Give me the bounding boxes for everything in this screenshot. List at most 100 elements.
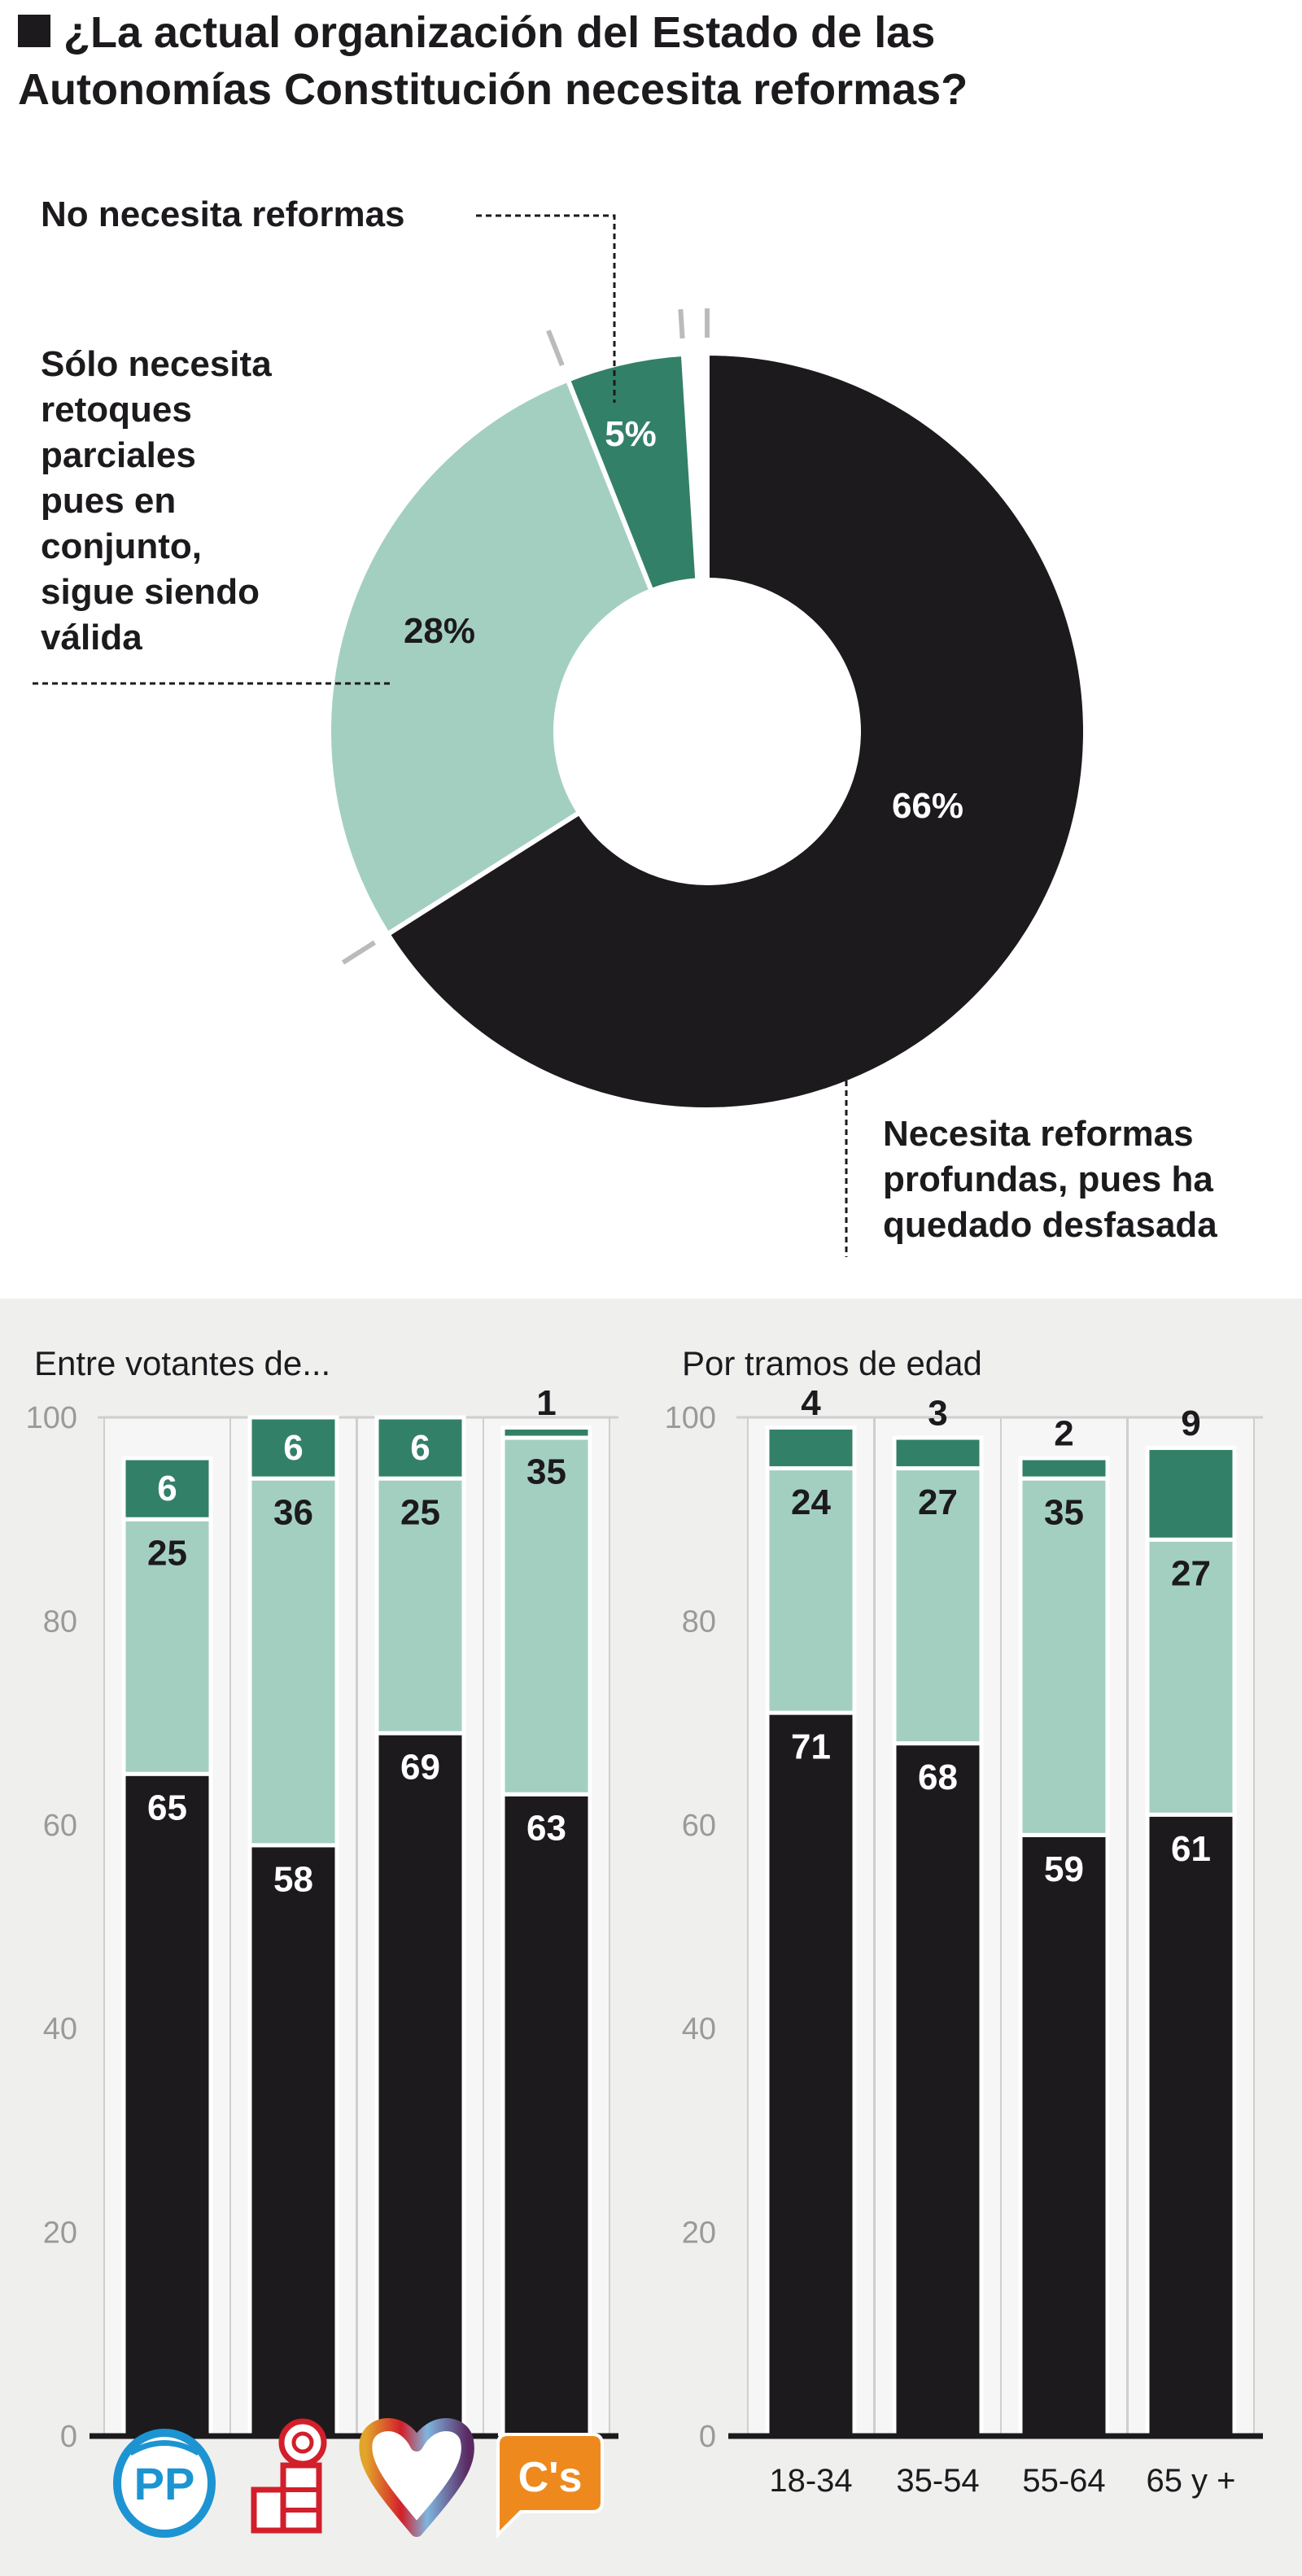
psoe-logo-icon	[251, 2418, 327, 2534]
bar-value-label: 35	[526, 1452, 566, 1492]
slice-retoques	[326, 376, 655, 938]
y-tick-label: 80	[682, 1605, 716, 1639]
slice-category-label: válida	[41, 618, 142, 657]
slice-boundary-tick	[341, 940, 376, 965]
slice-category-label: sigue siendo	[41, 572, 260, 612]
stacked-bar-chart-2: Por tramos de edad 0 20 40 60 80 100 71 24 4 18-34…	[665, 1344, 1263, 2499]
y-tick-label: 40	[682, 2012, 716, 2046]
stacked-bar-chart-1: Entre votantes de... 0 20 40 60 80 100 65 25 6 58 3…	[26, 1344, 618, 2454]
slice-value-label: 5%	[605, 414, 657, 454]
bar-value-label: 6	[157, 1469, 177, 1508]
bar-segment-PSOE-2	[247, 1415, 339, 1481]
bar-charts: Entre votantes de...02040608010065256583…	[26, 1344, 1263, 2539]
y-tick-label: 60	[43, 1809, 77, 1843]
slice-category-label: Necesita reformas	[883, 1114, 1194, 1154]
bar-value-label: 1	[536, 1383, 556, 1423]
bar-value-label: 27	[1171, 1554, 1211, 1594]
y-tick-label: 100	[26, 1401, 77, 1435]
x-category-label: 65 y +	[1146, 2463, 1235, 2499]
bar-segment-18-34-1	[765, 1466, 857, 1715]
bar-value-label: 58	[273, 1859, 313, 1899]
x-category-label: 55-64	[1022, 2463, 1105, 2499]
bar-segment-PP-1	[121, 1517, 213, 1776]
bar-value-label: 59	[1044, 1849, 1084, 1889]
bar-value-label: 68	[918, 1757, 958, 1797]
bar-segment-PP-0	[121, 1771, 213, 2438]
bar-value-label: 4	[801, 1383, 821, 1423]
slice-boundary-tick	[678, 308, 685, 339]
svg-text:PP: PP	[134, 2458, 195, 2509]
bar-value-label: 63	[526, 1809, 566, 1849]
x-category-label: 18-34	[769, 2463, 852, 2499]
bar-value-label: 2	[1054, 1414, 1073, 1454]
bar-segment-Podemos-2	[374, 1415, 466, 1481]
slice-profundas	[384, 350, 1088, 1112]
y-tick-label: 40	[43, 2012, 77, 2046]
pp-logo-icon: PP	[113, 2429, 216, 2538]
bar-segment-Cs-1	[500, 1435, 592, 1797]
bar-segment-35-54-2	[892, 1435, 984, 1471]
leader-line	[476, 214, 616, 403]
bar-value-label: 6	[283, 1428, 303, 1468]
chart-title-line1: ¿La actual organización del Estado de la…	[63, 8, 935, 57]
svg-text:C's: C's	[518, 2454, 583, 2501]
bar-value-label: 24	[791, 1482, 831, 1522]
slice-category-label: conjunto,	[41, 526, 202, 566]
bar-segment-Cs-2	[500, 1426, 592, 1440]
bar-segment-Podemos-0	[374, 1731, 466, 2438]
bar-segment-18-34-2	[765, 1426, 857, 1471]
bar-segment-55-64-0	[1018, 1832, 1110, 2438]
title-square-icon	[18, 15, 50, 47]
slice-category-label: parciales	[41, 435, 196, 475]
slice-value-label: 66%	[892, 786, 963, 826]
bar-value-label: 9	[1181, 1404, 1200, 1443]
bar-segment-65 y +-0	[1145, 1812, 1237, 2438]
bar-segment-PSOE-0	[247, 1843, 339, 2438]
slice-category-label: No necesita reformas	[41, 194, 405, 234]
party-logos: PP C's	[113, 2418, 604, 2539]
bar-value-label: 36	[273, 1493, 313, 1533]
bar-value-label: 25	[400, 1493, 440, 1533]
bar-segment-PSOE-1	[247, 1476, 339, 1848]
bar-value-label: 27	[918, 1482, 958, 1522]
bar-segment-55-64-1	[1018, 1476, 1110, 1837]
y-tick-label: 80	[43, 1605, 77, 1639]
bar-value-label: 6	[410, 1428, 430, 1468]
slice-no-necesita	[564, 351, 701, 594]
slice-boundary-tick	[546, 330, 565, 367]
ciudadanos-logo-icon: C's	[496, 2433, 604, 2539]
podemos-logo-icon	[359, 2418, 474, 2537]
bar-segment-18-34-0	[765, 1710, 857, 2438]
slice-value-label: 28%	[404, 611, 475, 651]
bar-chart-title: Entre votantes de...	[34, 1344, 330, 1382]
bar-value-label: 61	[1171, 1829, 1211, 1869]
donut-chart: 66% 28% 5% No necesita reformas Sólo necesit…	[33, 194, 1217, 1257]
bar-value-label: 69	[400, 1748, 440, 1788]
bar-value-label: 71	[791, 1727, 831, 1767]
bar-value-label: 35	[1044, 1493, 1084, 1533]
bar-value-label: 25	[147, 1534, 187, 1574]
y-tick-label: 0	[60, 2420, 77, 2454]
bar-segment-Podemos-1	[374, 1476, 466, 1736]
slice-category-label: retoques	[41, 390, 192, 430]
bar-segment-Cs-0	[500, 1792, 592, 2438]
bar-segment-PP-2	[121, 1456, 213, 1522]
bar-value-label: 65	[147, 1788, 187, 1828]
y-tick-label: 60	[682, 1809, 716, 1843]
slice-category-label: pues en	[41, 481, 176, 521]
x-category-label: 35-54	[896, 2463, 979, 2499]
y-tick-label: 20	[682, 2216, 716, 2251]
bar-segment-65 y +-2	[1145, 1446, 1237, 1542]
chart-title-line2: Autonomías Constitución necesita reforma…	[18, 65, 968, 114]
bar-segment-35-54-1	[892, 1466, 984, 1746]
bar-segment-65 y +-1	[1145, 1537, 1237, 1817]
bar-segment-55-64-2	[1018, 1456, 1110, 1481]
slice-category-label: Sólo necesita	[41, 344, 272, 384]
y-tick-label: 0	[699, 2420, 716, 2454]
bar-segment-35-54-0	[892, 1741, 984, 2438]
y-tick-label: 20	[43, 2216, 77, 2251]
slice-category-label: quedado desfasada	[883, 1205, 1217, 1245]
bar-chart-title: Por tramos de edad	[682, 1344, 982, 1382]
slice-category-label: profundas, pues ha	[883, 1159, 1213, 1199]
